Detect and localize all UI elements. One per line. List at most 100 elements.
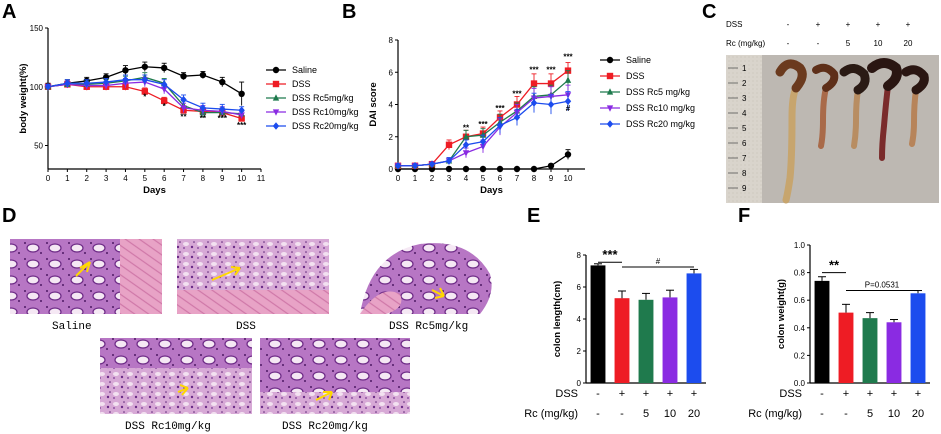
- photo-dss-value: +: [816, 20, 821, 29]
- x-tick-label: 1: [413, 174, 418, 183]
- data-point: [564, 97, 572, 106]
- dss-row-value: +: [915, 388, 921, 400]
- ruler-number: 5: [742, 124, 747, 133]
- significance-mark: ***: [512, 89, 522, 98]
- ruler-number: 2: [742, 79, 747, 88]
- legend-label: Saline: [292, 65, 317, 75]
- data-point: [238, 90, 245, 98]
- rc-row-value: -: [596, 408, 600, 420]
- photo-dss-value: -: [787, 20, 790, 29]
- y-tick-label: 0.2: [794, 351, 806, 360]
- y-axis-title: colon length(cm): [552, 281, 563, 358]
- dss-row-value: +: [891, 388, 897, 400]
- dss-row-value: +: [867, 388, 873, 400]
- x-tick-label: 6: [498, 174, 503, 183]
- x-tick-label: 9: [220, 174, 225, 183]
- data-point: [547, 100, 555, 109]
- rc-row-value: 20: [688, 408, 700, 420]
- data-point: [102, 78, 110, 86]
- x-tick-label: 2: [430, 174, 435, 183]
- panel-letter-f: F: [738, 205, 750, 227]
- significance-mark: *: [163, 102, 167, 111]
- x-axis-title: Days: [480, 185, 503, 196]
- chart-e-colon-length: 0 2 4 6 8 colon length(cm) - - + - +5 +10 +20 DSS Rc (…: [524, 247, 706, 420]
- data-point: [199, 71, 207, 79]
- legend-marker: [606, 88, 614, 95]
- y-tick-label: 0: [389, 165, 394, 174]
- rc-row-value: 10: [664, 408, 676, 420]
- significance-label: P=0.0531: [865, 281, 900, 290]
- significance-label: **: [829, 258, 840, 273]
- legend-label: DSS Rc20mg/kg: [292, 121, 359, 131]
- legend-label: Saline: [626, 55, 651, 65]
- series-rc20: [44, 74, 245, 115]
- bar-dss: [614, 298, 630, 383]
- rc-row-value: 5: [867, 408, 873, 420]
- x-tick-label: 5: [481, 174, 486, 183]
- significance-mark: ***: [495, 104, 505, 113]
- data-point: [462, 132, 470, 140]
- legend-marker: [606, 120, 614, 128]
- dss-row-value: +: [691, 388, 697, 400]
- data-point: [180, 72, 187, 80]
- x-tick-label: 3: [104, 174, 109, 183]
- data-point: [445, 165, 453, 173]
- legend-marker: [272, 122, 280, 130]
- rc-row-value: -: [820, 408, 824, 420]
- photo-dss-label: DSS: [726, 20, 742, 29]
- data-point: [479, 137, 487, 146]
- histology-image-rc5: DSS Rc5mg/kg: [345, 239, 495, 333]
- x-tick-label: 7: [181, 174, 186, 183]
- bar-rc10: [886, 322, 902, 383]
- panel-letter-b: B: [342, 1, 356, 23]
- dss-row-label: DSS: [779, 388, 802, 400]
- data-point: [530, 165, 538, 173]
- histology-panel: Saline DSS DSS Rc5mg/kg DSS Rc10mg/kg DS…: [10, 239, 495, 433]
- x-tick-label: 7: [515, 174, 520, 183]
- y-tick-label: 6: [577, 283, 582, 292]
- bar-saline: [590, 265, 606, 383]
- data-point: [530, 99, 538, 107]
- y-axis-title: body weight(%): [18, 63, 29, 133]
- dss-row-value: +: [619, 388, 625, 400]
- legend-label: DSS: [292, 79, 311, 89]
- legend-marker: [272, 94, 280, 101]
- data-point: [64, 79, 71, 88]
- data-point: [160, 80, 168, 89]
- significance-mark: **: [463, 123, 470, 132]
- data-point: [180, 105, 187, 112]
- y-tick-label: 100: [30, 83, 44, 92]
- panel-letter-c: C: [702, 1, 716, 23]
- data-point: [428, 160, 436, 168]
- photo-rc-value: -: [787, 39, 790, 48]
- data-point: [428, 165, 436, 173]
- photo-rc-label: Rc (mg/kg): [726, 39, 765, 48]
- data-point: [199, 104, 207, 112]
- y-tick-label: 8: [577, 251, 582, 260]
- significance-mark: **: [180, 113, 187, 122]
- legend-marker: [272, 80, 280, 88]
- significance-mark: ***: [563, 52, 573, 61]
- dss-row-value: -: [596, 388, 600, 400]
- legend-label: DSS Rc10mg/kg: [292, 107, 359, 117]
- y-tick-label: 150: [30, 24, 44, 33]
- data-point: [547, 80, 555, 87]
- legend-label: DSS: [626, 71, 645, 81]
- dss-row-value: +: [667, 388, 673, 400]
- photo-dss-value: +: [846, 20, 851, 29]
- x-tick-label: 6: [162, 174, 167, 183]
- y-tick-label: 4: [389, 101, 394, 110]
- ruler-marks: 1 2 3 4 5 6 7 8 9: [728, 64, 747, 193]
- bar-rc10: [662, 297, 678, 383]
- colon-specimen-rc5: [839, 64, 870, 149]
- data-point: [479, 165, 487, 173]
- data-point: [462, 150, 470, 157]
- legend-label: DSS Rc5 mg/kg: [626, 87, 690, 97]
- y-tick-label: 8: [389, 36, 394, 45]
- data-point: [513, 165, 521, 173]
- rc-row-value: 5: [643, 408, 649, 420]
- chart-a-body-weight: 0 1 2 3 4 5 6 7 8 9 10 11 50 100 150 Days body weight(%)…: [18, 24, 359, 196]
- data-point: [445, 141, 453, 149]
- x-tick-label: 8: [201, 174, 206, 183]
- x-tick-label: 9: [549, 174, 554, 183]
